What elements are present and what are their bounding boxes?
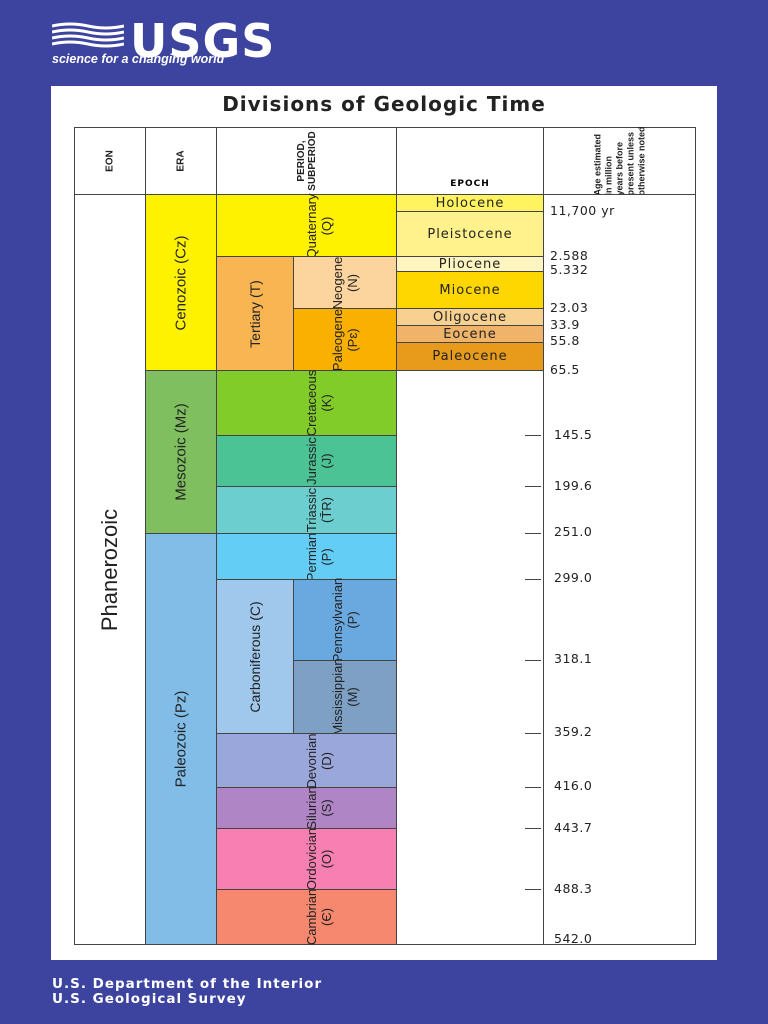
age-label: 5.332	[550, 262, 589, 277]
period-mississippian: Mississippian (M)	[293, 658, 397, 736]
age-label: 318.1	[554, 651, 593, 666]
epoch-holocene: Holocene	[396, 194, 544, 212]
period-pennsylvanian: Pennsylvanian (P)	[293, 578, 397, 662]
age-tick	[525, 579, 541, 580]
usgs-logo: USGS	[52, 14, 332, 68]
age-column	[543, 194, 696, 945]
header-era: ERA	[145, 127, 217, 195]
period-triassic: Triassic (T̄R)	[216, 486, 397, 534]
period-neogene: Neogene (N)	[293, 256, 397, 309]
period-ordovician: Ordovician (O)	[216, 828, 397, 890]
age-label: 145.5	[554, 427, 593, 442]
epoch-pleistocene: Pleistocene	[396, 211, 544, 257]
age-label: 33.9	[550, 317, 580, 332]
period-permian: Permian (P)	[216, 532, 397, 581]
era-paleozoic: Paleozoic (Pz)	[145, 533, 217, 945]
era-cenozoic: Cenozoic (Cz)	[145, 194, 217, 371]
period-quaternary: Quaternary (Q)	[216, 193, 397, 258]
footer-department: U.S. Department of the Interior	[52, 976, 323, 992]
footer-survey: U.S. Geological Survey	[52, 991, 247, 1007]
age-tick	[525, 435, 541, 436]
age-label: 251.0	[554, 524, 593, 539]
age-label: 199.6	[554, 478, 593, 493]
period-paleogene: Paleogene (Pɛ)	[293, 308, 397, 371]
period-tertiary: Tertiary (T)	[216, 256, 294, 371]
usgs-wave-icon	[52, 22, 124, 48]
era-mesozoic: Mesozoic (Mz)	[145, 370, 217, 534]
period-carboniferous: Carboniferous (C)	[216, 579, 294, 734]
header-eon: EON	[74, 127, 146, 195]
age-tick	[525, 889, 541, 890]
header-period: PERIOD, SUBPERIOD	[216, 127, 397, 195]
epoch-paleocene: Paleocene	[396, 342, 544, 371]
age-label: 359.2	[554, 724, 593, 739]
period-cretaceous: Cretaceous (K)	[216, 370, 397, 436]
age-tick	[525, 828, 541, 829]
epoch-blank	[396, 370, 544, 945]
header-epoch: EPOCH	[396, 127, 544, 195]
usgs-wordmark: USGS	[130, 14, 276, 68]
age-tick	[525, 486, 541, 487]
age-label: 65.5	[550, 362, 580, 377]
age-label: 443.7	[554, 820, 593, 835]
period-silurian: Silurian (S)	[216, 786, 397, 830]
age-tick	[525, 787, 541, 788]
epoch-eocene: Eocene	[396, 325, 544, 343]
page-title: Divisions of Geologic Time	[222, 92, 546, 116]
age-label: 2.588	[550, 248, 589, 263]
epoch-miocene: Miocene	[396, 271, 544, 309]
age-label: 11,700 yr	[550, 203, 615, 218]
age-label: 55.8	[550, 333, 580, 348]
period-cambrian: Cambrian (Є)	[216, 889, 397, 945]
age-label: 299.0	[554, 570, 593, 585]
age-label: 542.0	[554, 931, 593, 946]
age-label: 23.03	[550, 300, 589, 315]
period-jurassic: Jurassic (J)	[216, 435, 397, 487]
age-label: 416.0	[554, 778, 593, 793]
age-label: 488.3	[554, 881, 593, 896]
epoch-oligocene: Oligocene	[396, 308, 544, 326]
usgs-tagline: science for a changing world	[52, 52, 225, 66]
epoch-pliocene: Pliocene	[396, 256, 544, 272]
age-tick	[525, 660, 541, 661]
header-age: Age estimated in million years before prese…	[543, 126, 696, 196]
age-tick	[525, 533, 541, 534]
eon-phanerozoic: Phanerozoic	[74, 194, 146, 945]
period-devonian: Devonian (D)	[216, 733, 397, 788]
age-tick	[525, 733, 541, 734]
